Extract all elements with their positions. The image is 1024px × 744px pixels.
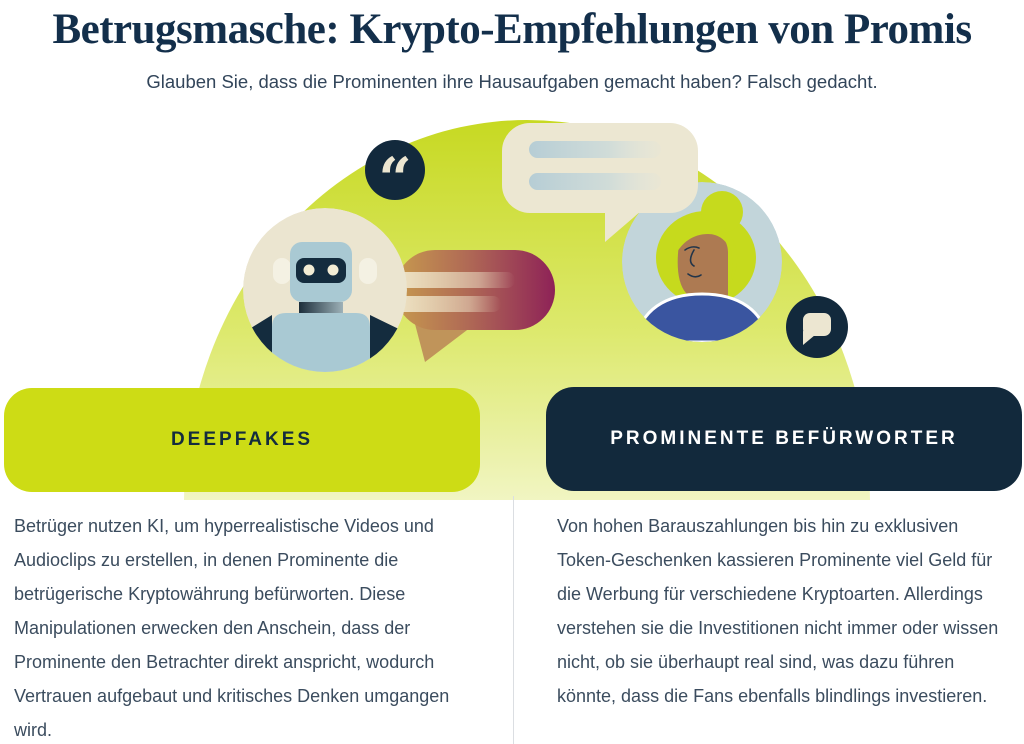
prominente-description: Von hohen Barauszahlungen bis hin zu exk…	[557, 516, 999, 706]
page-title: Betrugsmasche: Krypto-Empfehlungen von P…	[52, 6, 972, 53]
page-subtitle: Glauben Sie, dass die Prominenten ihre H…	[146, 71, 878, 92]
card-prominente-befuerworter: PROMINENTE BEFÜRWORTER	[546, 387, 1022, 491]
quote-icon: “	[365, 140, 425, 213]
message-bubble-icon	[502, 123, 698, 242]
deepfakes-description: Betrüger nutzen KI, um hyperrealistische…	[14, 516, 450, 740]
celebrity-avatar	[622, 182, 782, 342]
card-prominente-label: PROMINENTE BEFÜRWORTER	[610, 428, 958, 449]
quote-glyph: “	[378, 145, 412, 213]
card-deepfakes-label: DEEPFAKES	[170, 429, 314, 450]
ai-speech-bubble-icon	[395, 250, 555, 362]
card-deepfakes: DEEPFAKES	[4, 388, 480, 492]
chat-bubble-icon	[786, 296, 848, 358]
column-divider	[513, 496, 514, 744]
robot-avatar	[243, 208, 407, 372]
